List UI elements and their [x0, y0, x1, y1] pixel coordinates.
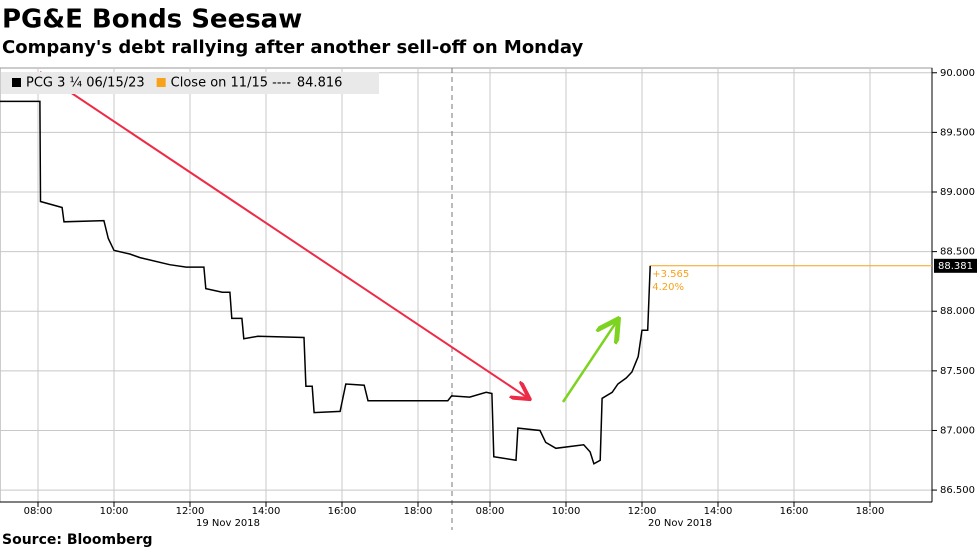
day-label: 20 Nov 2018	[648, 518, 712, 529]
legend-value: 84.816	[297, 76, 343, 91]
legend: PCG 3 ¼ 06/15/23 Close on 11/15 ---- 84.81…	[1, 72, 379, 94]
last-price-label: 88.381	[938, 261, 973, 272]
legend-label: PCG 3 ¼ 06/15/23	[26, 76, 145, 91]
chart-subtitle: Company's debt rallying after another se…	[2, 37, 583, 58]
y-tick-label: 89.500	[940, 127, 975, 138]
x-tick-label: 08:00	[24, 506, 53, 517]
x-tick-label: 14:00	[252, 506, 281, 517]
down-arrow	[39, 71, 528, 398]
up-arrow	[561, 321, 617, 403]
legend-swatch	[156, 78, 166, 87]
x-tick-label: 08:00	[476, 506, 505, 517]
plot-area	[0, 67, 933, 503]
chart-title: PG&E Bonds Seesaw	[2, 5, 302, 35]
change-pct-label: 4.20%	[652, 282, 684, 293]
x-tick-label: 16:00	[328, 506, 357, 517]
day-label: 19 Nov 2018	[196, 518, 260, 529]
legend-label: Close on 11/15 ----	[171, 76, 292, 91]
x-tick-label: 16:00	[780, 506, 809, 517]
x-tick-label: 14:00	[704, 506, 733, 517]
last-price-box	[934, 258, 977, 273]
y-tick-label: 86.500	[940, 485, 975, 496]
x-tick-label: 12:00	[628, 506, 657, 517]
source: Source: Bloomberg	[2, 532, 153, 548]
x-tick-label: 10:00	[100, 506, 129, 517]
y-tick-label: 87.500	[940, 366, 975, 377]
x-tick-label: 12:00	[176, 506, 205, 517]
y-tick-label: 87.000	[940, 425, 975, 436]
y-tick-label: 89.000	[940, 187, 975, 198]
price-line	[0, 100, 651, 465]
y-tick-label: 88.000	[940, 306, 975, 317]
x-tick-label: 18:00	[856, 506, 885, 517]
y-tick-label: 88.500	[940, 247, 975, 258]
x-tick-label: 18:00	[404, 506, 433, 517]
legend-background	[1, 72, 379, 94]
plot-background	[0, 67, 933, 503]
change-label: +3.565	[652, 269, 689, 280]
legend-swatch	[12, 78, 21, 87]
x-tick-label: 10:00	[552, 506, 581, 517]
y-tick-label: 90.000	[940, 68, 975, 79]
